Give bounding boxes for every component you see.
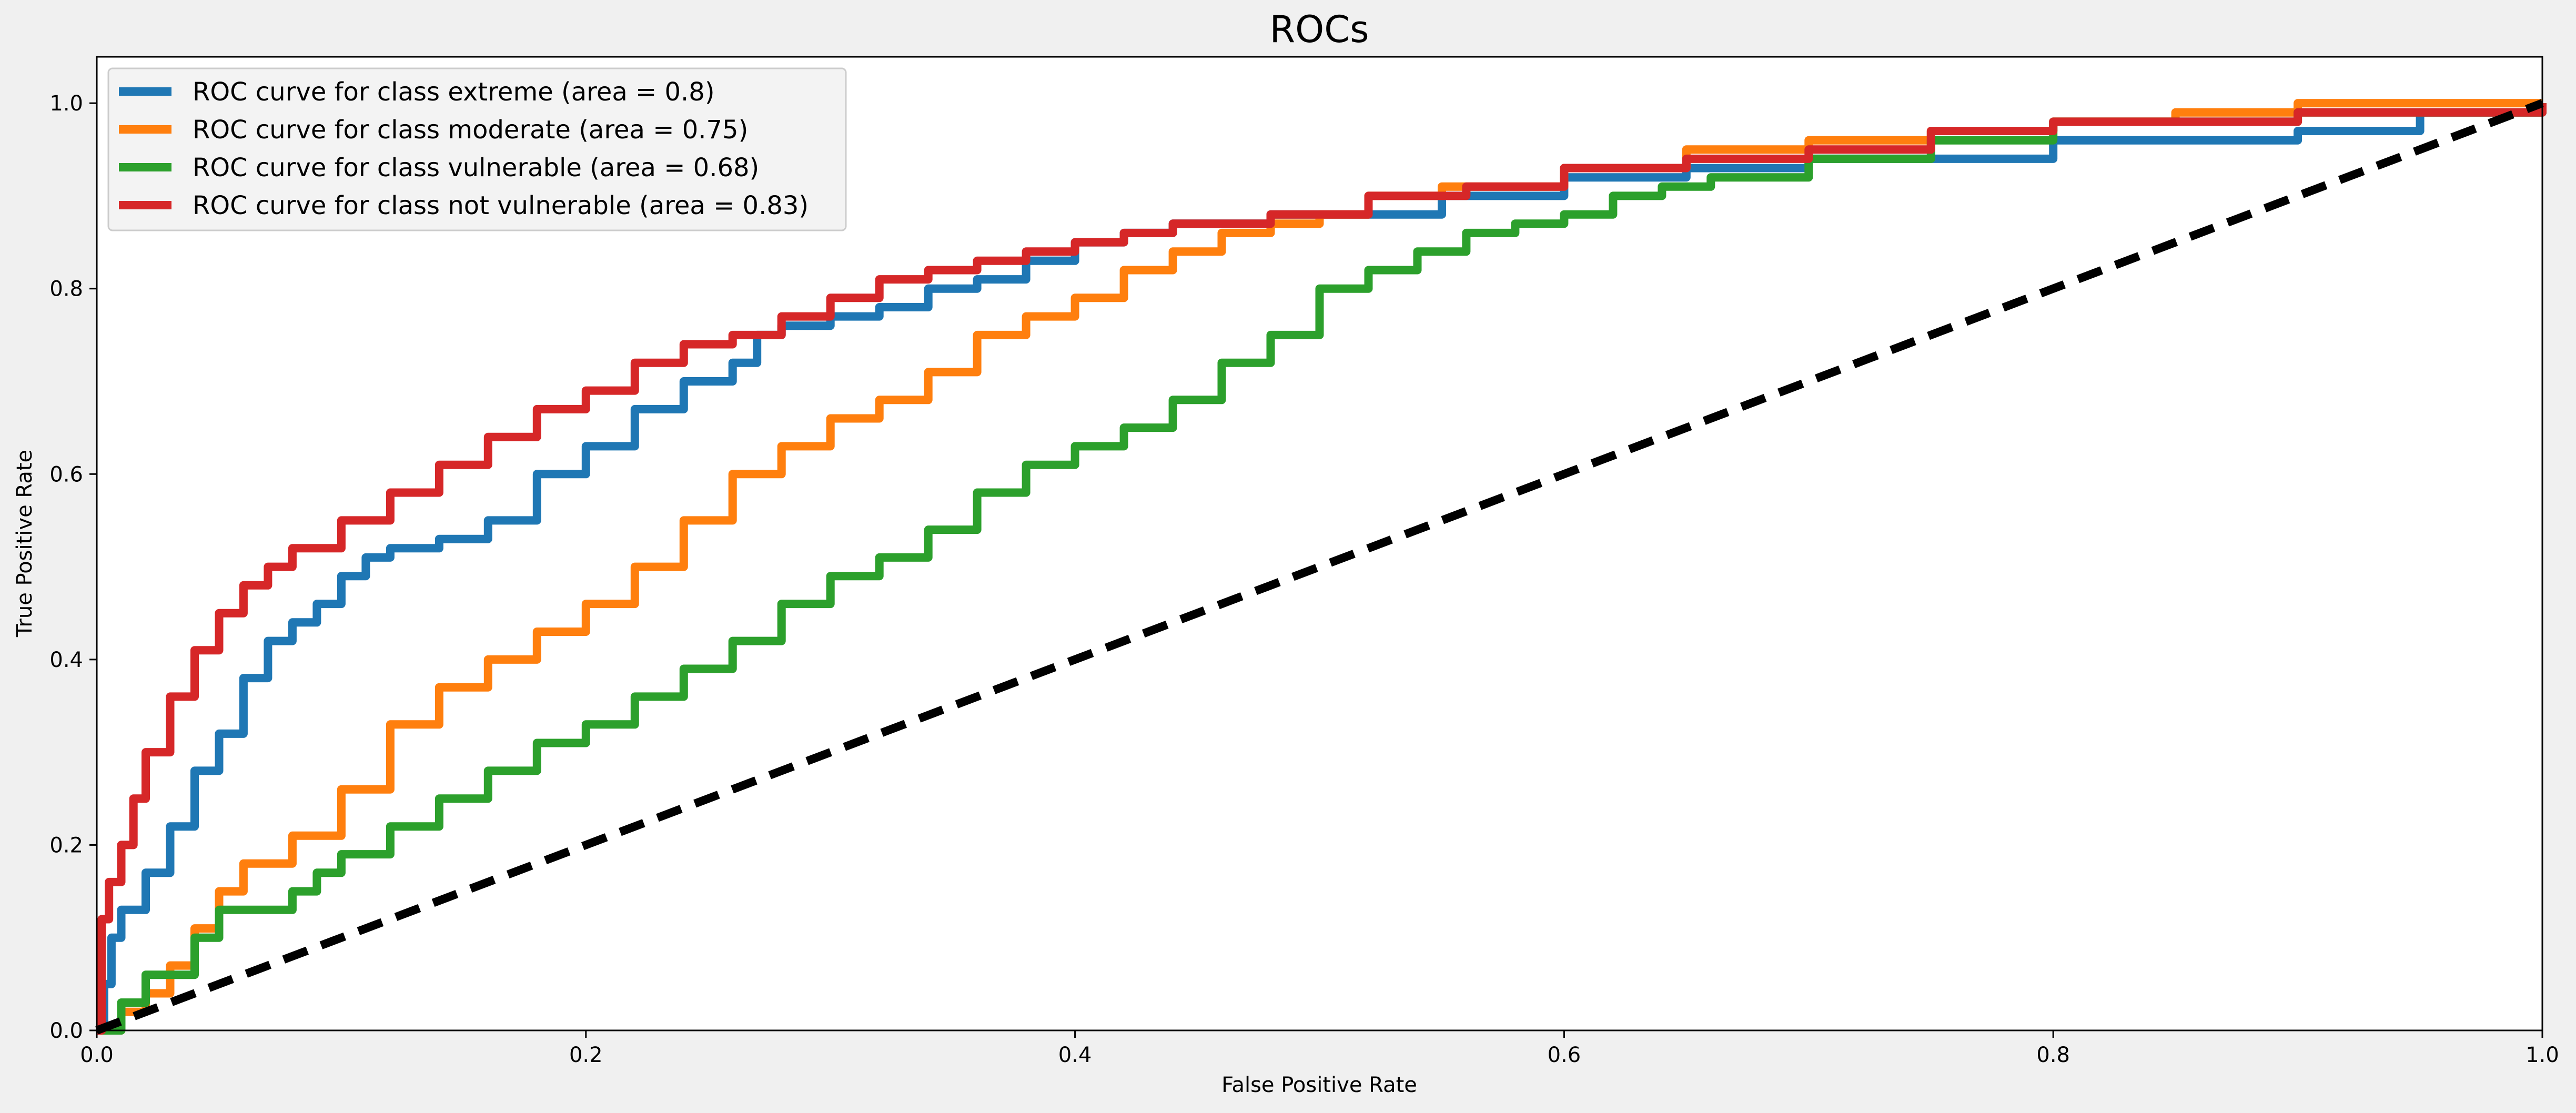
x-tick-label: 0.4: [1058, 1043, 1092, 1067]
legend: ROC curve for class extreme (area = 0.8)…: [107, 67, 847, 231]
chart-title: ROCs: [1269, 8, 1369, 51]
legend-box: [107, 67, 847, 231]
x-tick-label: 0.2: [569, 1043, 603, 1067]
y-axis-label: True Positive Rate: [13, 450, 37, 638]
y-tick-label: 0.0: [49, 1019, 83, 1043]
x-axis-label: False Positive Rate: [1221, 1073, 1417, 1097]
y-tick-label: 0.2: [49, 833, 83, 857]
legend-label: ROC curve for class not vulnerable (area…: [193, 191, 809, 220]
x-tick-label: 0.8: [2036, 1043, 2070, 1067]
x-tick-label: 1.0: [2526, 1043, 2559, 1067]
series-line-roc-curve-for-class-not-vulnerable: [97, 103, 2547, 1035]
series-line-roc-curve-for-class-vulnerable: [97, 103, 2547, 1035]
legend-label: ROC curve for class vulnerable (area = 0…: [193, 153, 759, 183]
axis-layer: 0.0 0.2 0.4 0.6 0.8 1.0 0.0 0.2 0.4 0.6 0.8 1.0: [49, 92, 2559, 1067]
chance-diagonal-line: [95, 99, 2544, 1035]
series-layer: [95, 99, 2547, 1035]
legend-label: ROC curve for class extreme (area = 0.8): [193, 77, 715, 107]
y-tick-label: 0.6: [49, 462, 83, 487]
series-line-roc-curve-for-class-extreme: [97, 103, 2547, 1035]
legend-label: ROC curve for class moderate (area = 0.7…: [193, 115, 748, 145]
x-tick-label: 0.0: [80, 1043, 114, 1067]
x-tick-label: 0.6: [1548, 1043, 1581, 1067]
legend-entries: ROC curve for class extreme (area = 0.8)…: [119, 77, 809, 220]
y-tick-label: 0.4: [49, 648, 83, 672]
plot-frame: [96, 56, 2543, 1031]
y-tick-label: 0.8: [49, 277, 83, 301]
y-tick-label: 1.0: [49, 92, 83, 116]
